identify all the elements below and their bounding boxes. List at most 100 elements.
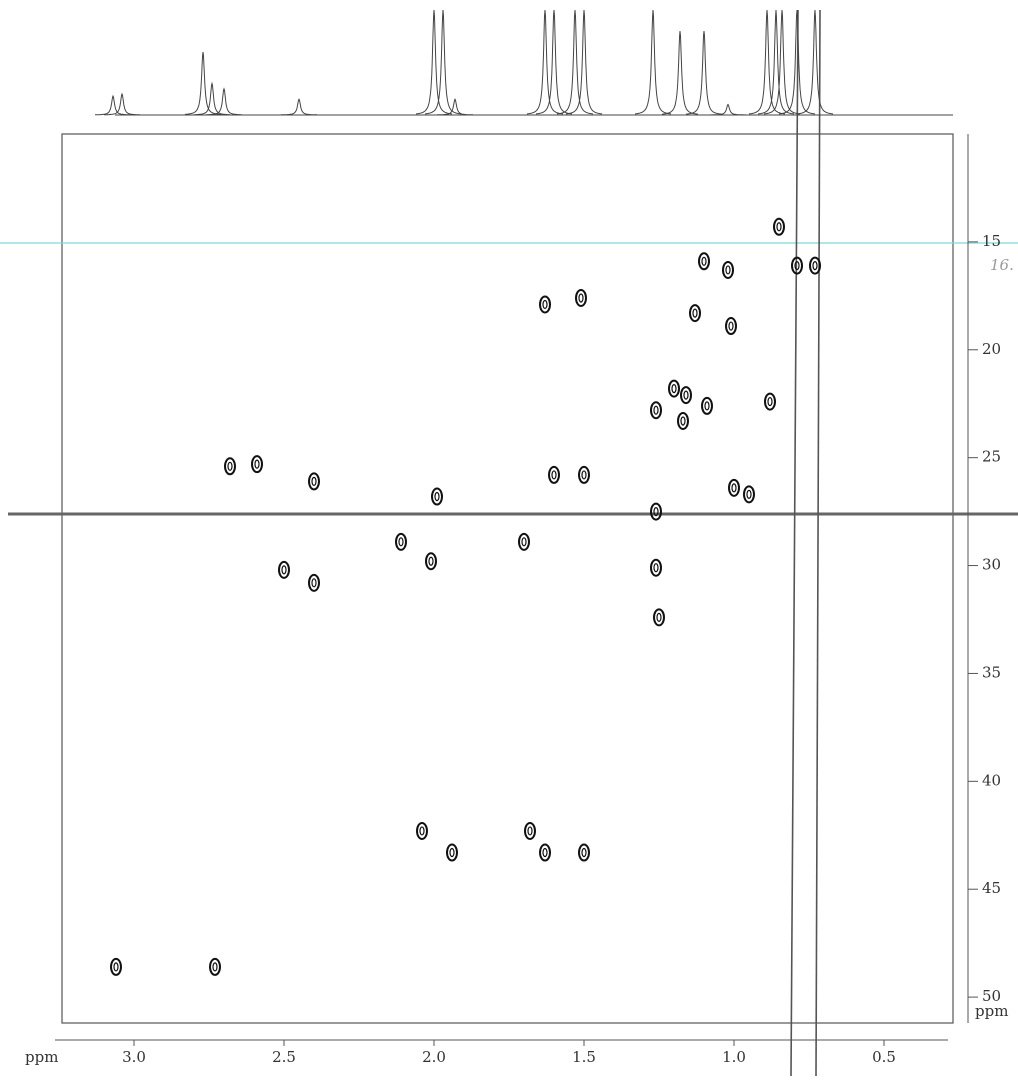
contour [764, 392, 776, 411]
contour [668, 379, 680, 398]
cross-peak [578, 843, 590, 862]
y-tick-label: 50 [982, 987, 1001, 1005]
contour [254, 459, 260, 469]
contour [209, 957, 221, 976]
projection-peak [194, 81, 230, 116]
contour [653, 507, 659, 517]
contour [689, 304, 701, 323]
cross-peak [278, 560, 290, 579]
projection-peak [710, 103, 746, 116]
contour [113, 962, 119, 972]
contour [809, 256, 821, 275]
contour [581, 847, 587, 858]
projection-peak [634, 9, 672, 115]
cross-peak [224, 457, 236, 476]
contour [650, 401, 662, 420]
cross-peak [251, 455, 263, 474]
contour [791, 256, 803, 275]
contour [434, 491, 440, 502]
cross-peak [680, 386, 692, 405]
x-tick-label: 1.5 [572, 1048, 596, 1066]
projection-peak [104, 92, 140, 116]
cross-peak [722, 260, 734, 279]
contour [794, 261, 800, 271]
plot-frame [61, 133, 954, 1024]
contour [212, 962, 218, 972]
cross-peak [416, 821, 428, 840]
contour [578, 465, 590, 484]
cross-peak [689, 304, 701, 323]
cross-peak [110, 957, 122, 976]
cross-peak [650, 401, 662, 420]
cross-peak [308, 472, 320, 491]
contour [251, 455, 263, 474]
y-tick-label: 35 [982, 663, 1001, 681]
contour [551, 470, 557, 480]
cross-peak [650, 502, 662, 521]
contour [701, 396, 713, 415]
x-tick-label: 2.5 [272, 1048, 296, 1066]
cross-peak [539, 295, 551, 314]
guide-line [790, 9, 799, 1077]
contour [311, 476, 317, 487]
contour [725, 265, 731, 275]
contour [725, 317, 737, 336]
contour [773, 217, 785, 236]
contour [416, 821, 428, 840]
projection-peak [526, 9, 564, 115]
projection-peak [796, 9, 834, 115]
contour [311, 578, 317, 588]
contour [524, 821, 536, 840]
contour [581, 470, 587, 480]
cross-peak [698, 252, 710, 271]
contour [671, 384, 677, 394]
cross-peak [728, 478, 740, 497]
contour [683, 390, 689, 400]
cross-peak [809, 256, 821, 275]
contour [698, 252, 710, 271]
annotation: 16. [990, 256, 1014, 274]
x-tick-label: 1.0 [722, 1048, 746, 1066]
cross-peak [425, 552, 437, 571]
cross-peak [209, 957, 221, 976]
contour [722, 260, 734, 279]
contour [731, 483, 737, 493]
contour [281, 565, 287, 575]
contour [728, 321, 734, 331]
contour [425, 552, 437, 571]
contour [419, 826, 425, 836]
cross-peak [701, 396, 713, 415]
contour [110, 957, 122, 976]
projection-peak [281, 98, 317, 116]
y-tick-label: 25 [982, 448, 1001, 466]
contour [227, 461, 233, 471]
contour [398, 537, 404, 547]
contour [728, 478, 740, 497]
projection-peak [661, 30, 699, 115]
contour [518, 532, 530, 551]
contour [548, 465, 560, 484]
contour [692, 308, 698, 318]
projection-peak [437, 98, 473, 116]
contour [542, 299, 548, 310]
cross-peak [539, 843, 551, 862]
contour [449, 847, 455, 858]
contour [527, 826, 533, 836]
cross-peak [548, 465, 560, 484]
cross-peak [578, 465, 590, 484]
cross-peak [773, 217, 785, 236]
contour [704, 401, 710, 411]
y-tick-label: 30 [982, 556, 1001, 574]
projection-peak [685, 30, 723, 115]
contour [278, 560, 290, 579]
contour [680, 416, 686, 426]
cross-peak [395, 532, 407, 551]
x-tick-label: 0.5 [872, 1048, 896, 1066]
cross-peak [431, 487, 443, 506]
y-axis-label: ppm [975, 1002, 1008, 1020]
cross-peak [446, 843, 458, 862]
contour [539, 843, 551, 862]
projection-peak [424, 9, 462, 115]
projection-peak [415, 9, 453, 115]
